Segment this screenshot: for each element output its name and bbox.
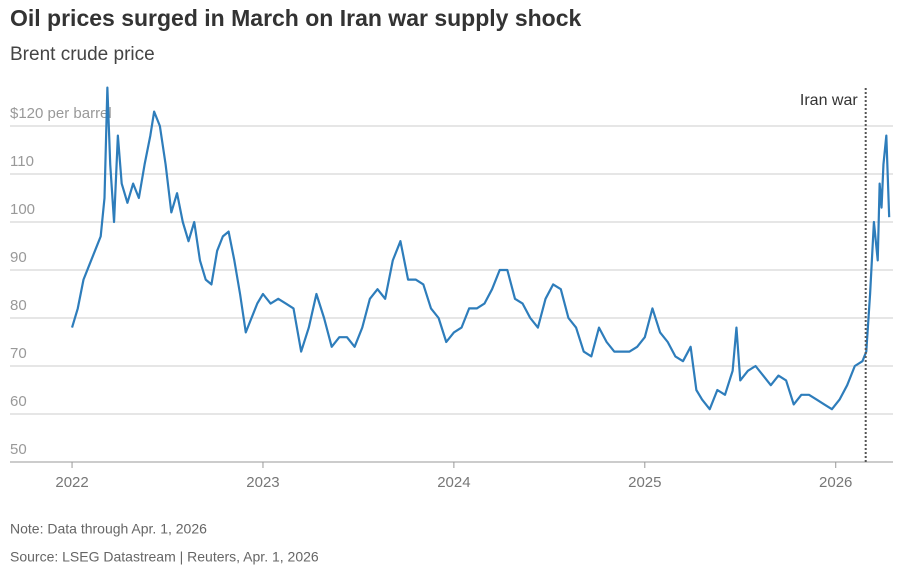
y-tick-label: 60: [10, 393, 27, 410]
y-tick-label: 80: [10, 297, 27, 314]
y-tick-label: 100: [10, 201, 35, 218]
x-tick-label: 2023: [246, 474, 279, 491]
y-tick-label: 70: [10, 345, 27, 362]
y-tick-label: 110: [10, 153, 34, 170]
source: Source: LSEG Datastream | Reuters, Apr. …: [10, 549, 319, 565]
y-tick-label: 50: [10, 441, 27, 458]
x-tick-label: 2025: [628, 474, 661, 491]
x-tick-label: 2024: [437, 474, 470, 491]
chart-title: Oil prices surged in March on Iran war s…: [10, 5, 582, 31]
y-tick-label: 90: [10, 249, 27, 266]
x-tick-label: 2022: [55, 474, 88, 491]
note: Note: Data through Apr. 1, 2026: [10, 521, 207, 537]
chart-subtitle: Brent crude price: [10, 44, 155, 65]
annotation-label: Iran war: [800, 92, 858, 109]
x-tick-label: 2026: [819, 474, 852, 491]
price-line: [70, 86, 891, 411]
y-tick-label: $120 per barrel: [10, 105, 112, 122]
